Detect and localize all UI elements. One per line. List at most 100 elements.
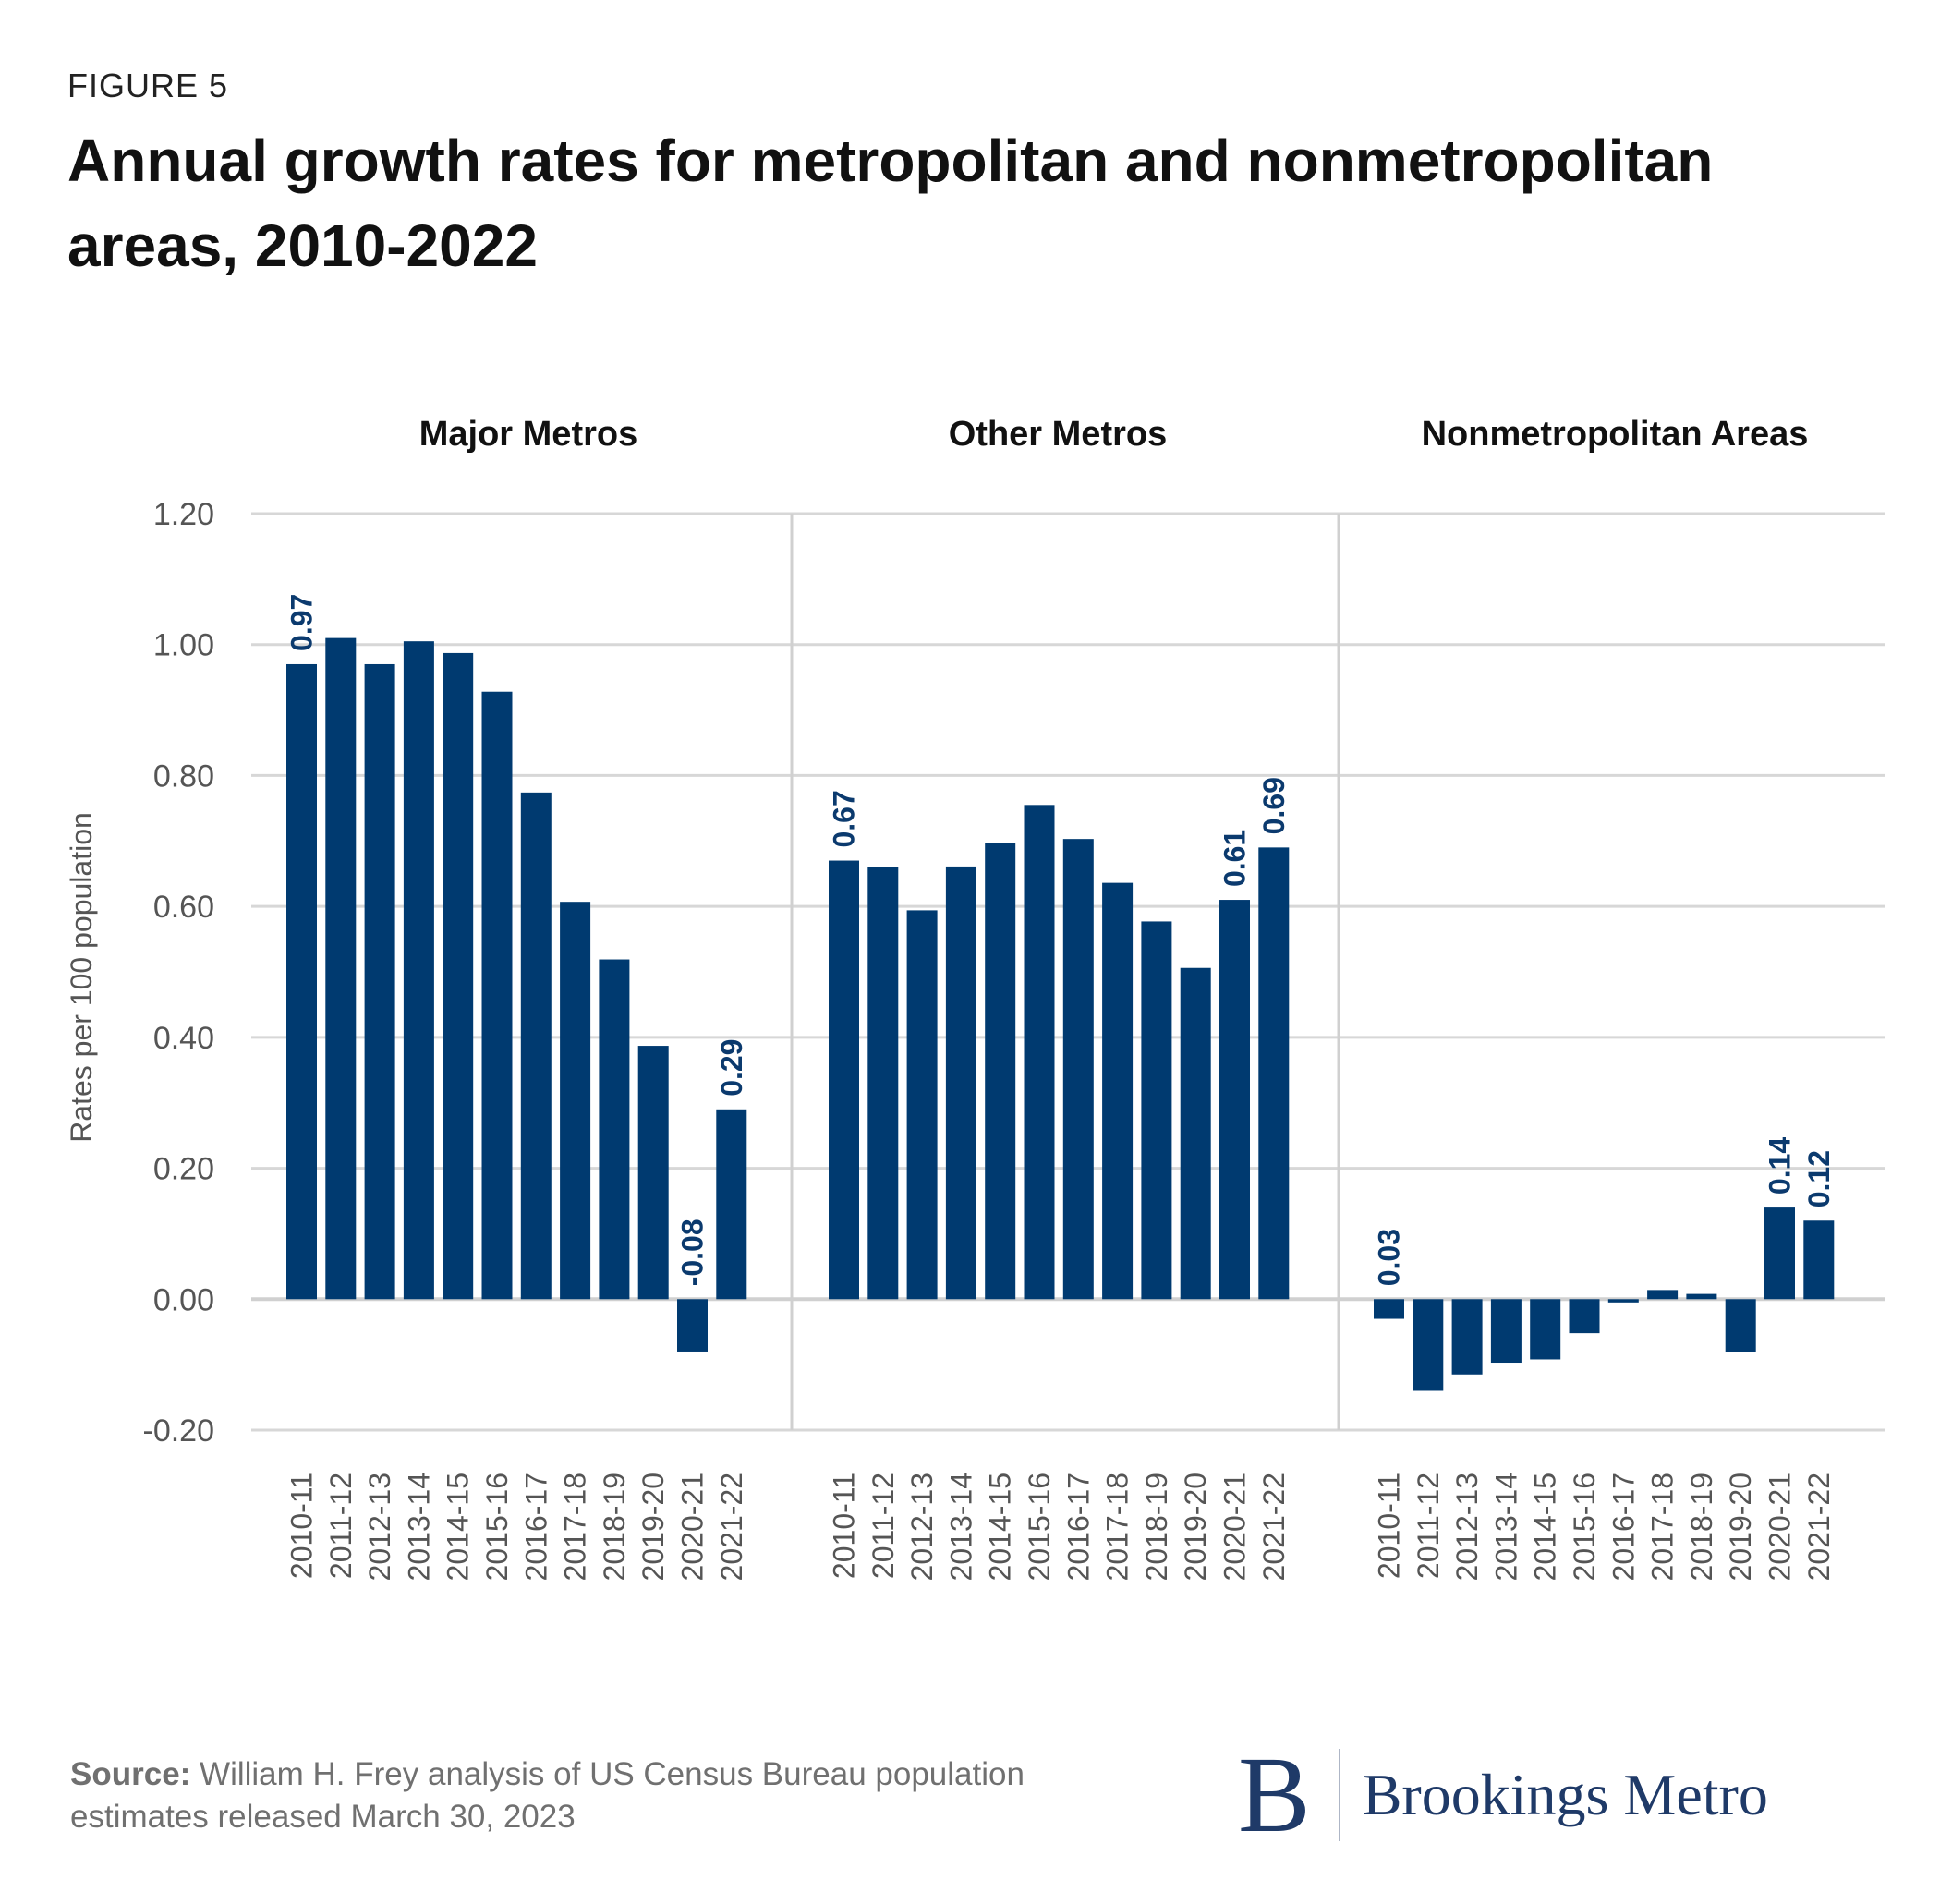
x-tick-label: 2013-14 [944,1473,977,1581]
data-label: 0.29 [715,1039,748,1097]
chart-title: Annual growth rates for metropolitan and… [67,127,1714,279]
bar [1102,882,1134,1300]
bar [716,1109,747,1300]
bar [520,792,552,1300]
data-labels: 0.97 -0.08 0.29 0.67 0.610.69 0.03 0.14 0.12 [285,594,1836,1287]
x-tick-label: 2017-18 [1646,1473,1679,1581]
bar-chart: Major Metros Other Metros Nonmetropolitan … [65,415,1885,1581]
x-tick-label: 2017-18 [1101,1473,1134,1581]
y-tick-label: -0.20 [143,1413,215,1449]
bar [443,652,474,1300]
x-tick-label: 2010-11 [1373,1473,1406,1579]
bar [286,663,317,1300]
bar [1530,1299,1561,1360]
data-label: 0.12 [1802,1150,1836,1207]
x-tick-label: 2018-19 [1140,1473,1173,1581]
data-label: -0.08 [676,1219,709,1286]
x-tick-label: 2021-22 [1257,1473,1291,1581]
bar [325,637,357,1300]
x-tick-label: 2015-16 [1023,1473,1056,1581]
figure-label: FIGURE 5 [67,67,229,104]
y-axis-ticks: 1.20 1.00 0.80 0.60 0.40 0.20 0.00 -0.20 [143,497,215,1449]
bar [1569,1299,1600,1334]
x-tick-label: 2011-12 [324,1473,358,1579]
logo-mark: B [1238,1734,1311,1855]
x-tick-label: 2010-11 [828,1473,861,1579]
x-tick-label: 2019-20 [1724,1473,1757,1581]
source-note: Source: William H. Frey analysis of US C… [70,1753,1160,1838]
panel-titles: Major Metros Other Metros Nonmetropolitan … [419,415,1809,454]
bar [829,860,859,1300]
bar [1647,1290,1679,1300]
bar [637,1046,669,1300]
bar [1374,1299,1404,1319]
x-tick-label: 2012-13 [363,1473,396,1581]
data-label: 0.67 [828,790,861,847]
bar [906,910,938,1300]
logo-text: Brookings Metro [1362,1762,1768,1827]
x-tick-label: 2013-14 [402,1473,435,1581]
bar [1219,900,1250,1300]
data-label: 0.14 [1764,1137,1797,1195]
bar [1725,1299,1756,1352]
x-tick-label: 2012-13 [1450,1473,1484,1581]
bar [1024,805,1055,1300]
x-tick-label: 2011-12 [1412,1473,1445,1579]
bar [1258,847,1290,1300]
bar [560,902,591,1300]
y-tick-label: 0.80 [153,758,214,794]
bar [1180,967,1211,1300]
x-tick-label: 2018-19 [598,1473,631,1581]
bar [1803,1220,1835,1300]
x-tick-label: 2014-15 [442,1473,475,1581]
panel-title: Other Metros [949,415,1167,454]
x-tick-label: 2018-19 [1685,1473,1718,1581]
bar [985,843,1016,1300]
x-tick-label: 2016-17 [519,1473,552,1581]
bar [1764,1207,1795,1300]
y-tick-label: 0.00 [153,1282,214,1317]
x-tick-label: 2021-22 [1802,1473,1836,1581]
x-tick-label: 2020-21 [1764,1473,1797,1581]
x-tick-label: 2020-21 [1219,1473,1252,1581]
x-tick-label: 2020-21 [676,1473,709,1581]
y-tick-label: 0.40 [153,1021,214,1056]
brookings-logo: B Brookings Metro [1238,1740,1768,1849]
bar [1490,1299,1522,1364]
source-text: William H. Frey analysis of US Census Bu… [70,1756,1025,1835]
x-tick-label: 2021-22 [715,1473,748,1581]
y-tick-label: 1.00 [153,628,214,663]
x-tick-label: 2016-17 [1061,1473,1095,1581]
source-label: Source: [70,1756,191,1792]
x-axis-ticks: 2010-11 2011-12 2012-13 2013-14 2014-15 2015-… [285,1473,1836,1581]
y-axis-label: Rates per 100 population [65,812,98,1143]
x-tick-label: 2016-17 [1607,1473,1640,1581]
data-label: 0.61 [1219,830,1252,887]
bar [867,867,899,1300]
bar [364,663,395,1300]
x-tick-label: 2011-12 [867,1473,900,1579]
y-tick-label: 1.20 [153,497,214,532]
x-tick-label: 2019-20 [1179,1473,1212,1581]
x-tick-label: 2014-15 [1529,1473,1562,1581]
data-label: 0.03 [1373,1229,1406,1286]
logo-divider [1338,1749,1340,1841]
bar [945,866,976,1300]
x-tick-label: 2015-16 [1568,1473,1601,1581]
x-tick-label: 2019-20 [637,1473,670,1581]
bar [481,691,513,1300]
y-tick-label: 0.60 [153,890,214,925]
x-tick-label: 2015-16 [480,1473,514,1581]
x-tick-label: 2014-15 [984,1473,1017,1581]
bar [599,959,630,1300]
y-tick-label: 0.20 [153,1152,214,1187]
data-label: 0.97 [285,594,319,651]
x-tick-label: 2012-13 [905,1473,939,1581]
panel-title: Nonmetropolitan Areas [1422,415,1809,454]
bars [286,637,1835,1391]
bar [1607,1299,1639,1303]
panel-title: Major Metros [419,415,637,454]
bar [677,1299,708,1352]
bar [1141,921,1172,1300]
x-tick-label: 2010-11 [285,1473,319,1579]
